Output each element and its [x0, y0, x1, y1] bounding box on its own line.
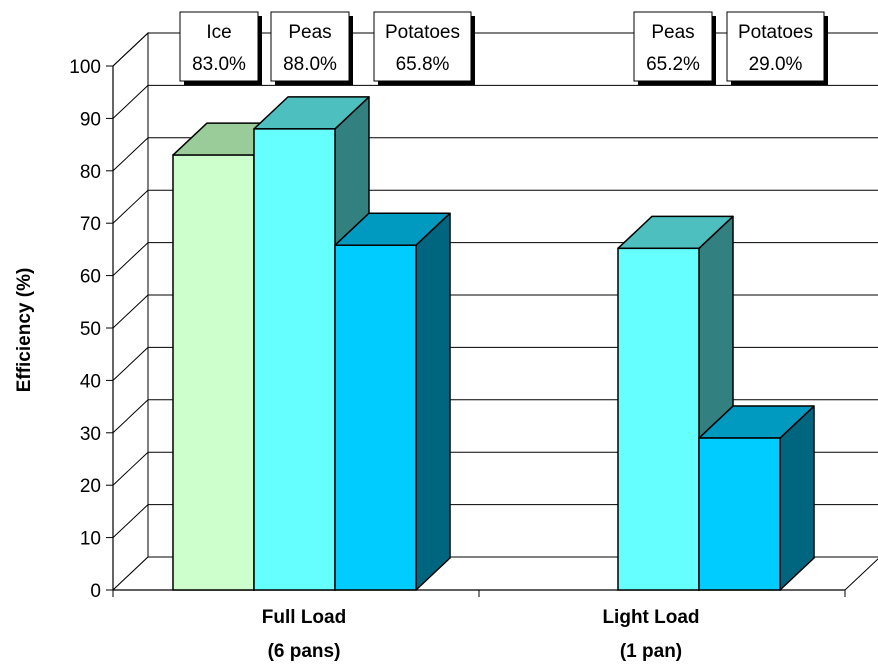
data-label-peas: Peas 65.2%	[633, 11, 716, 85]
y-tick-label: 10	[80, 529, 101, 550]
data-label-potatoes: Potatoes 65.8%	[373, 11, 475, 85]
y-tick-label: 50	[80, 319, 101, 340]
bars	[172, 96, 815, 591]
y-tick-label: 70	[80, 214, 101, 235]
data-label-peas: Peas 88.0%	[270, 11, 353, 85]
gridline-side	[112, 451, 149, 486]
gridline-side	[112, 189, 149, 224]
gridline-side	[112, 242, 149, 276]
data-labels: Ice83.0%Peas88.0%Potatoes65.8%Peas65.2%P…	[179, 11, 828, 85]
y-tick-label: 0	[90, 581, 101, 602]
data-label-box	[373, 11, 472, 82]
data-label-value: 65.2%	[646, 54, 700, 75]
y-tick-label: 80	[80, 162, 101, 183]
x-category-label: Full Load	[262, 607, 346, 628]
x-category-label: Light Load	[602, 607, 699, 628]
bar-peas	[617, 247, 700, 591]
bar-potatoes	[698, 437, 781, 591]
bar-side-potatoes	[415, 212, 451, 591]
bar-peas	[253, 128, 336, 591]
gridline-side	[112, 399, 149, 434]
y-tick-label: 40	[80, 371, 101, 392]
bar-ice	[172, 154, 255, 591]
y-tick-label: 20	[80, 476, 101, 497]
axes: 0 10 20 30 40 50 60 70 80 90 100 Full Load (6 pans) L…	[69, 57, 846, 662]
gridline-side	[112, 294, 149, 329]
data-label-ice: Ice 83.0%	[179, 11, 262, 85]
data-label-box	[726, 11, 825, 82]
y-axis-label: Efficiency (%)	[14, 268, 35, 393]
x-category-sublabel: (1 pan)	[620, 641, 682, 662]
gridline-side	[112, 137, 149, 172]
gridline-side	[112, 85, 149, 119]
data-label-name: Ice	[206, 22, 231, 43]
data-label-potatoes: Potatoes 29.0%	[726, 11, 828, 85]
data-label-name: Peas	[651, 22, 694, 43]
gridline-side	[112, 32, 149, 67]
data-label-box	[270, 11, 350, 82]
data-label-box	[179, 11, 259, 82]
data-label-name: Potatoes	[738, 22, 813, 43]
gridline-side	[112, 504, 149, 538]
y-tick-label: 30	[80, 424, 101, 445]
gridline-side	[112, 347, 149, 381]
bar-potatoes	[334, 244, 417, 591]
data-label-name: Potatoes	[385, 22, 460, 43]
data-label-name: Peas	[288, 22, 331, 43]
y-tick-label: 60	[80, 267, 101, 288]
data-label-value: 83.0%	[192, 54, 246, 75]
data-label-box	[633, 11, 713, 82]
y-tick-label: 90	[80, 109, 101, 130]
data-label-value: 65.8%	[396, 54, 450, 75]
data-label-value: 29.0%	[749, 54, 803, 75]
y-tick-label: 100	[69, 57, 101, 78]
data-label-value: 88.0%	[283, 54, 337, 75]
x-category-sublabel: (6 pans)	[268, 641, 341, 662]
